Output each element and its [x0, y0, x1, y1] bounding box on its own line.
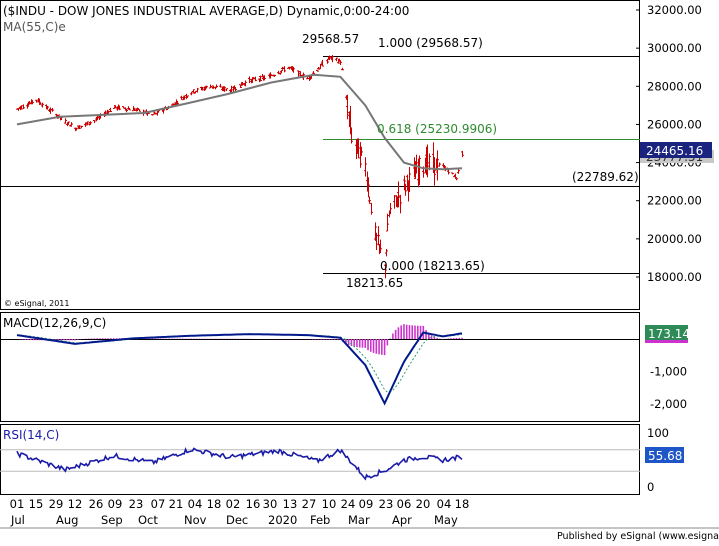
x-tick-label: 06: [397, 497, 412, 511]
macd-line: [16, 331, 463, 406]
rsi-ytick-label: 0: [647, 480, 654, 494]
price-ytick-label: 30000.00: [647, 41, 702, 55]
macd-ytick-label: -1,000: [650, 365, 687, 379]
x-month-label: 2020: [268, 513, 297, 527]
macd-last-badge: [645, 325, 688, 341]
ma-line: [16, 73, 463, 171]
support-level-label: (22789.62): [572, 170, 639, 184]
fib-level-0-label: 0.000 (18213.65): [380, 259, 485, 273]
price-ytick-label: 22000.00: [647, 194, 702, 208]
peak-annotation: 29568.57: [302, 32, 359, 46]
ma-legend: MA(55,C)e: [3, 20, 66, 34]
rsi-last-value: 55.68: [648, 449, 682, 463]
rsi-panel-frame: [0, 424, 640, 495]
price-ytick-label: 18000.00: [647, 270, 702, 284]
x-month-label: Oct: [138, 513, 158, 527]
x-month-label: Dec: [226, 513, 248, 527]
rsi-title: RSI(14,C): [3, 428, 59, 442]
x-month-label: Feb: [310, 513, 330, 527]
x-tick-label: 02: [226, 497, 241, 511]
rsi-last-badge: [645, 447, 684, 463]
x-tick-label: 07: [151, 497, 166, 511]
x-tick-label: 26: [89, 497, 104, 511]
macd-title: MACD(12,26,9,C): [3, 316, 106, 330]
macd-last-value: 173.14: [648, 327, 690, 341]
x-tick-label: 23: [379, 497, 394, 511]
x-month-label: Sep: [101, 513, 123, 527]
macd-ytick-label: -2,000: [650, 397, 687, 411]
footer-credit: Published by eSignal (www.esignal.com): [557, 531, 719, 542]
price-ytick-label: 28000.00: [647, 79, 702, 93]
x-tick-label: 18: [455, 497, 470, 511]
trough-annotation: 18213.65: [346, 276, 403, 290]
x-tick-label: 09: [108, 497, 123, 511]
price-panel-frame: [0, 0, 640, 310]
x-tick-label: 13: [283, 497, 298, 511]
price-ytick-label: 32000.00: [647, 3, 702, 17]
macd-badge-accent: [645, 340, 688, 343]
price-ytick-label: 26000.00: [647, 117, 702, 131]
x-tick-label: 20: [416, 497, 431, 511]
x-tick-label: 16: [246, 497, 261, 511]
rsi-ytick-label: 100: [647, 426, 669, 440]
x-tick-label: 29: [49, 497, 64, 511]
x-tick-label: 12: [68, 497, 83, 511]
x-tick-label: 04: [188, 497, 203, 511]
x-month-label: Apr: [392, 513, 412, 527]
x-tick-label: 24: [341, 497, 356, 511]
macd-panel-frame: [0, 312, 640, 422]
x-tick-label: 30: [263, 497, 278, 511]
x-tick-label: 10: [322, 497, 337, 511]
esignal-watermark: © eSignal, 2011: [4, 299, 69, 308]
price-ytick-label: 20000.00: [647, 232, 702, 246]
fib-level-618-label: 0.618 (25230.9906): [377, 122, 497, 136]
x-month-label: Jul: [10, 513, 25, 527]
last-price-value: 24465.16: [646, 144, 703, 158]
x-month-label: Mar: [348, 513, 370, 527]
fib-level-100-label: 1.000 (29568.57): [378, 36, 483, 50]
x-tick-label: 09: [359, 497, 374, 511]
x-month-label: Aug: [56, 513, 78, 527]
x-tick-label: 01: [10, 497, 25, 511]
x-tick-label: 15: [29, 497, 44, 511]
x-tick-label: 21: [169, 497, 184, 511]
last-price-badge: [640, 142, 712, 158]
chart-title: ($INDU - DOW JONES INDUSTRIAL AVERAGE,D)…: [3, 4, 409, 18]
x-tick-label: 23: [129, 497, 144, 511]
x-tick-label: 04: [437, 497, 452, 511]
x-tick-label: 18: [207, 497, 222, 511]
rsi-line: [16, 447, 463, 481]
x-month-label: Nov: [184, 513, 207, 527]
x-month-label: May: [434, 513, 458, 527]
x-tick-label: 27: [302, 497, 317, 511]
